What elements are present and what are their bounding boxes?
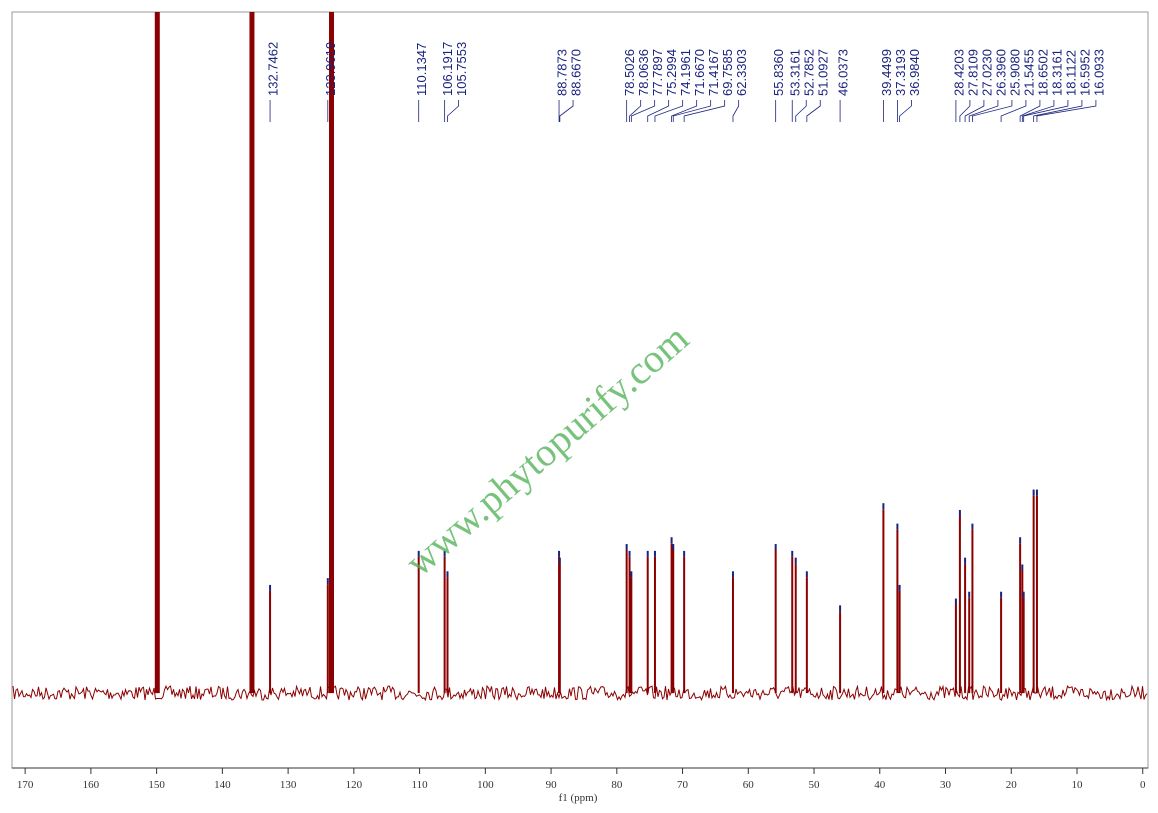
label-leader <box>629 100 642 122</box>
peak-label: 26.3960 <box>993 49 1008 96</box>
peak-label: 36.9840 <box>907 49 922 96</box>
peak-label: 27.8109 <box>965 49 980 96</box>
peak-label: 88.6670 <box>568 49 583 96</box>
peak-label: 53.3161 <box>788 49 803 96</box>
peak-label: 18.3161 <box>1049 49 1064 96</box>
x-tick-label: 10 <box>1072 779 1084 791</box>
peak-label: 18.1122 <box>1063 50 1078 96</box>
peak-label: 106.1917 <box>440 42 455 96</box>
peak-label: 16.0933 <box>1091 49 1106 96</box>
peak-label: 52.7852 <box>802 49 817 96</box>
x-tick-label: 70 <box>677 779 689 791</box>
x-tick-label: 120 <box>346 779 363 791</box>
peak-label: 71.6670 <box>692 49 707 96</box>
x-tick-label: 160 <box>83 779 100 791</box>
label-leader <box>630 100 656 122</box>
label-leader <box>1019 100 1041 122</box>
peak-label: 74.1961 <box>678 49 693 96</box>
peak-label: 51.0927 <box>816 49 831 96</box>
x-tick-label: 30 <box>940 779 952 791</box>
label-leader <box>1021 100 1055 122</box>
label-leader <box>559 100 574 122</box>
label-leader <box>964 100 985 122</box>
x-tick-label: 130 <box>280 779 297 791</box>
label-leader <box>671 100 698 122</box>
x-tick-label: 110 <box>412 779 429 791</box>
peak-label: 21.5455 <box>1021 49 1036 96</box>
label-leader <box>647 100 670 122</box>
x-tick-label: 40 <box>874 779 886 791</box>
peak-label: 110.1347 <box>414 43 429 96</box>
peak-label: 39.4499 <box>879 49 894 96</box>
peak-label: 37.3193 <box>893 49 908 96</box>
peak-label: 88.7873 <box>554 49 569 96</box>
peak-label: 69.7585 <box>720 49 735 96</box>
peak-label: 46.0373 <box>836 49 851 96</box>
peak-label: 77.7897 <box>650 49 665 96</box>
x-tick-label: 90 <box>546 779 558 791</box>
x-tick-label: 150 <box>148 779 165 791</box>
label-leader <box>1033 100 1083 122</box>
label-leader <box>1036 100 1097 122</box>
label-leader <box>795 100 807 122</box>
baseline-noise <box>12 684 1148 702</box>
x-axis-label: f1 (ppm) <box>559 792 598 804</box>
label-leader <box>447 100 460 122</box>
label-leader <box>672 100 712 122</box>
peak-label: 55.8360 <box>771 49 786 96</box>
label-leader <box>806 100 821 122</box>
x-tick-label: 20 <box>1006 779 1018 791</box>
x-tick-label: 60 <box>743 779 755 791</box>
peak-label: 16.5952 <box>1077 49 1092 96</box>
peak-label: 123.9619 <box>323 42 338 96</box>
watermark: www.phytopurify.com <box>396 315 697 585</box>
label-leader <box>968 100 999 122</box>
peak-label: 28.4203 <box>951 49 966 96</box>
peak-label: 78.5026 <box>622 49 637 96</box>
label-leader <box>732 100 740 122</box>
peak-label: 71.4167 <box>706 49 721 96</box>
x-tick-label: 140 <box>214 779 231 791</box>
x-tick-label: 170 <box>17 779 34 791</box>
peak-label: 78.0636 <box>636 49 651 96</box>
x-tick-label: 0 <box>1140 779 1146 791</box>
peak-label: 132.7462 <box>265 42 280 96</box>
x-tick-label: 80 <box>611 779 623 791</box>
peak-label: 105.7553 <box>454 42 469 96</box>
label-leader <box>1023 100 1069 122</box>
label-leader <box>972 100 1013 122</box>
label-leader <box>1000 100 1027 122</box>
label-leader <box>683 100 726 122</box>
label-leader <box>654 100 684 122</box>
peak-label: 27.0230 <box>979 49 994 96</box>
peak-label: 25.9080 <box>1007 49 1022 96</box>
label-leader <box>959 100 971 122</box>
peak-label: 18.6502 <box>1035 49 1050 96</box>
x-tick-label: 100 <box>477 779 494 791</box>
peak-label: 62.3303 <box>734 49 749 96</box>
peak-label: 75.2994 <box>664 49 679 96</box>
label-leader <box>899 100 912 122</box>
x-tick-label: 50 <box>809 779 821 791</box>
